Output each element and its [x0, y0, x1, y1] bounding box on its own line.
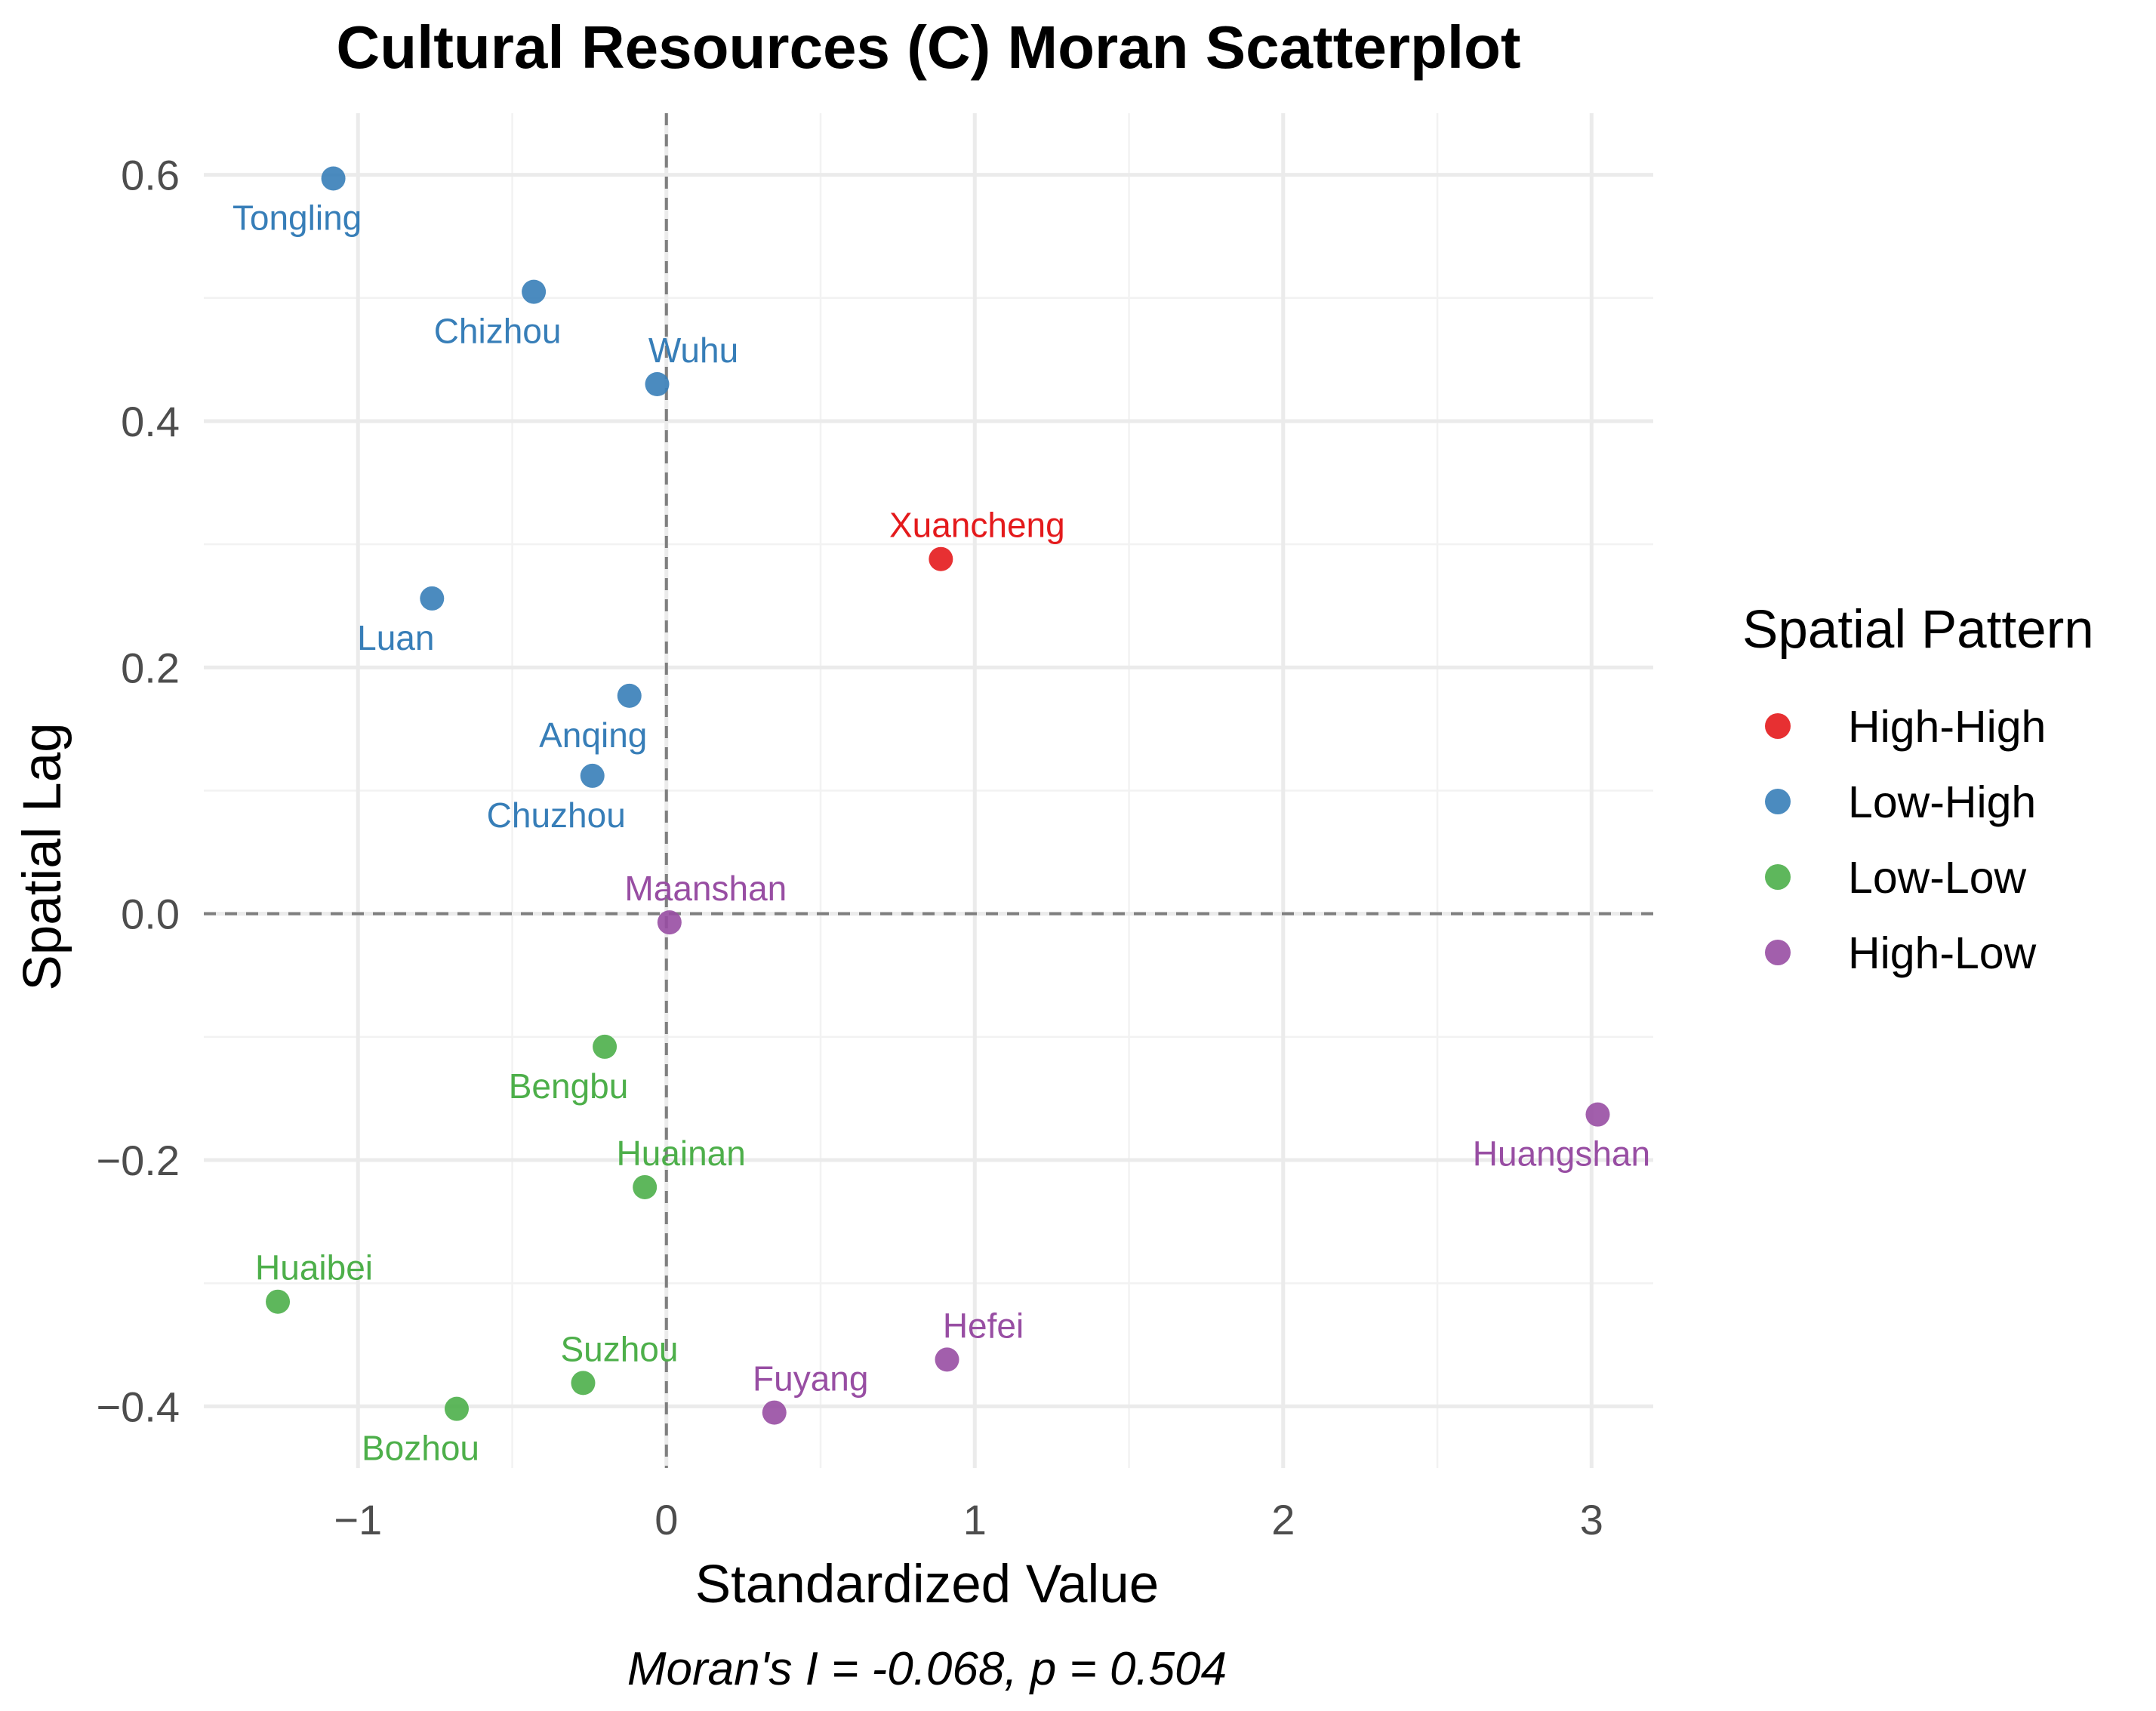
grid — [204, 113, 1653, 1468]
data-point — [593, 1034, 618, 1059]
point-label: Hefei — [943, 1306, 1024, 1345]
data-point — [444, 1396, 469, 1421]
y-tick-label: 0.2 — [121, 644, 180, 691]
x-tick-label: 3 — [1580, 1496, 1603, 1543]
legend-label: Low-Low — [1848, 853, 2027, 903]
y-tick-label: 0.4 — [121, 398, 180, 445]
point-label: Bozhou — [362, 1429, 479, 1468]
x-axis-title: Standardized Value — [695, 1555, 1159, 1614]
reference-lines — [204, 113, 1653, 1468]
point-label: Chuzhou — [487, 795, 626, 835]
point-label: Bengbu — [509, 1066, 629, 1106]
point-label: Huangshan — [1473, 1134, 1650, 1174]
point-label: Anqing — [539, 715, 647, 755]
legend-label: Low-High — [1848, 777, 2036, 827]
point-label: Chizhou — [434, 312, 562, 351]
data-point — [645, 372, 670, 396]
data-point — [1585, 1102, 1610, 1127]
point-label: Maanshan — [624, 869, 787, 908]
y-axis-ticks: −0.4 −0.2 0.0 0.2 0.4 0.6 — [96, 152, 180, 1431]
point-label: Wuhu — [648, 331, 738, 370]
legend: Spatial Pattern High-High Low-High Low-Low… — [1742, 600, 2094, 978]
data-point — [929, 546, 953, 571]
data-point — [633, 1174, 658, 1199]
data-point — [321, 166, 346, 191]
data-point — [762, 1400, 787, 1425]
x-tick-label: 0 — [654, 1496, 678, 1543]
legend-label: High-High — [1848, 702, 2046, 752]
data-point — [580, 763, 605, 788]
legend-title: Spatial Pattern — [1742, 600, 2094, 660]
point-label: Huaibei — [255, 1248, 373, 1288]
legend-key — [1765, 713, 1791, 739]
point-label: Tongling — [233, 198, 362, 237]
y-axis-title: Spatial Lag — [13, 722, 72, 990]
x-tick-label: 2 — [1271, 1496, 1295, 1543]
y-tick-label: −0.2 — [96, 1137, 180, 1184]
legend-key — [1765, 864, 1791, 890]
legend-key — [1765, 940, 1791, 965]
data-point — [571, 1371, 596, 1396]
point-label: Fuyang — [753, 1359, 868, 1399]
data-point — [657, 910, 682, 935]
y-tick-label: 0.0 — [121, 891, 180, 938]
data-point — [266, 1289, 291, 1314]
point-label: Huainan — [616, 1134, 745, 1173]
legend-key — [1765, 789, 1791, 814]
point-label: Suzhou — [560, 1329, 678, 1368]
data-points — [266, 166, 1610, 1425]
y-tick-label: −0.4 — [96, 1383, 180, 1430]
point-label: Xuancheng — [889, 506, 1065, 545]
chart-title: Cultural Resources (C) Moran Scatterplot — [336, 14, 1520, 81]
point-labels: Tongling Chizhou Wuhu Xuancheng Luan Anqing Ch… — [233, 198, 1650, 1467]
moran-caption: Moran's I = -0.068, p = 0.504 — [627, 1643, 1227, 1695]
x-axis-ticks: −1 0 1 2 3 — [334, 1496, 1603, 1543]
legend-label: High-Low — [1848, 928, 2037, 978]
data-point — [935, 1347, 959, 1372]
point-label: Luan — [357, 618, 434, 657]
data-point — [617, 683, 642, 708]
x-tick-label: −1 — [334, 1496, 382, 1543]
data-point — [522, 279, 547, 304]
y-tick-label: 0.6 — [121, 152, 180, 199]
x-tick-label: 1 — [963, 1496, 987, 1543]
data-point — [420, 586, 445, 611]
